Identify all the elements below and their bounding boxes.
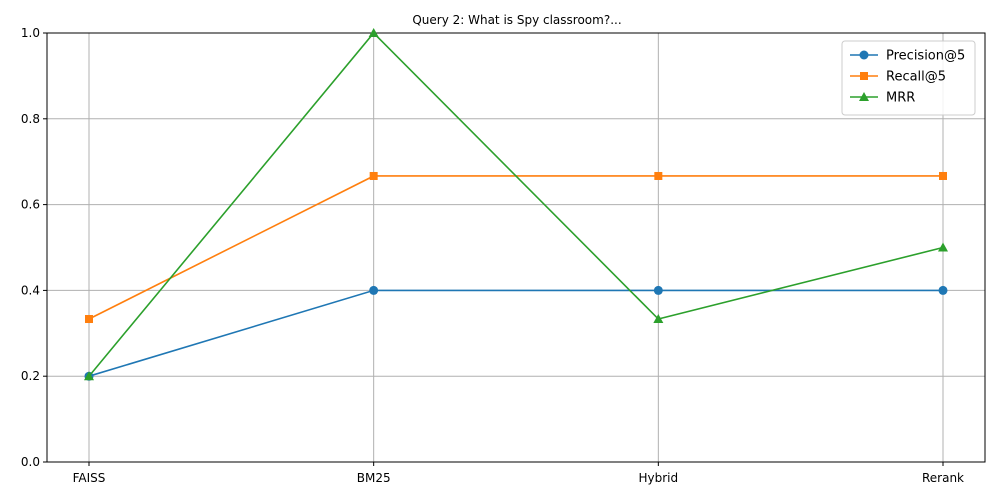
data-point	[654, 171, 663, 180]
x-tick-label: Rerank	[922, 471, 964, 485]
data-point	[939, 171, 947, 180]
data-point	[653, 285, 663, 295]
data-point	[859, 92, 869, 101]
plot-frame	[46, 32, 986, 463]
series-line	[88, 289, 943, 377]
series-precision-5	[84, 285, 948, 381]
data-point	[860, 72, 868, 80]
data-point	[85, 315, 93, 324]
axes: FAISS BM25 Hybrid Rerank 0.0 0.2 0.4 0.6 0.8 1.0	[21, 26, 986, 485]
y-tick-label: 0.8	[21, 112, 40, 126]
legend: Precision@5 Recall@5 MRR	[841, 40, 976, 116]
y-tick-label: 0.6	[21, 198, 40, 212]
series-recall-5	[85, 171, 947, 324]
legend-label: Precision@5	[886, 49, 965, 64]
data-point	[369, 171, 378, 180]
legend-label: MRR	[886, 91, 915, 106]
x-tick-label: BM25	[357, 471, 391, 485]
legend-label: Recall@5	[886, 70, 946, 85]
legend-item: Recall@5	[850, 70, 946, 85]
series-line	[88, 175, 943, 320]
series-group	[84, 28, 948, 381]
data-point	[84, 371, 94, 381]
y-tick-label: 1.0	[21, 26, 40, 40]
data-point	[653, 314, 664, 324]
chart-title: Query 2: What is Spy classroom?...	[412, 13, 621, 27]
data-point	[938, 285, 948, 295]
series-mrr	[84, 28, 948, 381]
legend-item: MRR	[850, 91, 915, 106]
y-tick-label: 0.2	[21, 369, 40, 383]
data-point	[938, 242, 948, 252]
data-point	[859, 50, 869, 60]
x-tick-label: Hybrid	[639, 471, 679, 485]
legend-item: Precision@5	[850, 49, 965, 64]
x-tick-label: FAISS	[73, 471, 106, 485]
data-point	[368, 28, 379, 37]
series-line	[88, 31, 944, 377]
y-tick-label: 0.4	[21, 283, 40, 297]
y-tick-label: 0.0	[21, 455, 40, 469]
data-point	[369, 285, 379, 295]
